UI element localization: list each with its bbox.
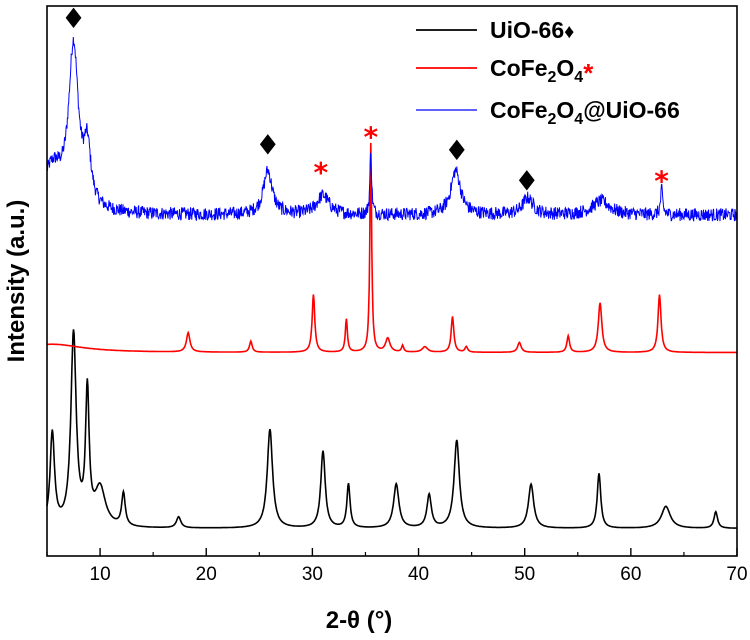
peak-marker-6: ♦ (514, 164, 539, 197)
x-tick-label-20: 20 (196, 564, 217, 585)
x-tick-label-40: 40 (408, 564, 429, 585)
peak-marker-5: ♦ (444, 134, 469, 167)
plot-frame (46, 5, 738, 557)
series-layer (46, 36, 738, 529)
series-line-1 (46, 329, 738, 529)
peak-marker-3: * (314, 156, 329, 189)
legend-label-2: CoFe2O4* (490, 55, 594, 88)
series-line-3 (46, 36, 738, 222)
peak-marker-1: ♦ (61, 2, 86, 35)
x-tick-label-30: 30 (302, 564, 323, 585)
peak-marker-2: ♦ (255, 129, 280, 162)
peak-marker-7: * (654, 164, 669, 197)
legend-label-3: CoFe2O4@UiO-66 (490, 97, 680, 128)
annotation-layer: ♦ ♦ * * ♦ ♦ * (61, 2, 669, 197)
x-tick-label-60: 60 (620, 564, 641, 585)
tick-layer: 10 20 30 40 50 60 70 (46, 548, 748, 585)
series-line-2 (47, 142, 737, 354)
x-tick-label-10: 10 (90, 564, 111, 585)
x-tick-label-70: 70 (726, 564, 747, 585)
x-tick-label-50: 50 (514, 564, 535, 585)
x-axis-title: 2-θ (°) (326, 607, 393, 634)
legend: UiO-66♦ CoFe2O4* CoFe2O4@UiO-66 (416, 17, 680, 128)
y-axis-title: Intensity (a.u.) (3, 200, 30, 363)
peak-marker-4: * (363, 120, 378, 153)
legend-label-1: UiO-66♦ (490, 17, 574, 43)
